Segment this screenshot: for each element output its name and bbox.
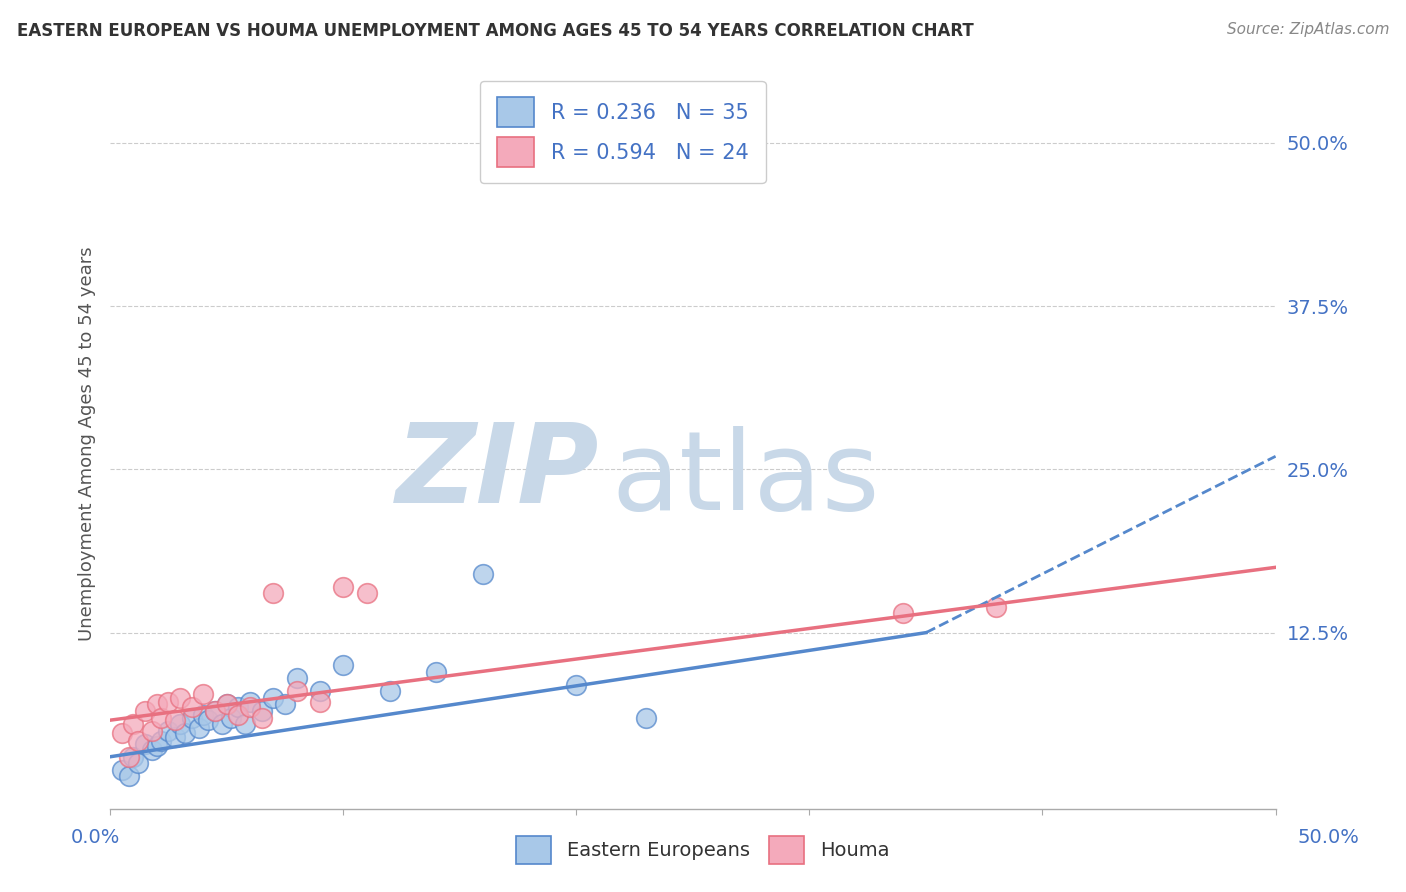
Legend: R = 0.236   N = 35, R = 0.594   N = 24: R = 0.236 N = 35, R = 0.594 N = 24 [481, 80, 766, 183]
Point [221, 710, 243, 724]
Y-axis label: Unemployment Among Ages 45 to 54 years: Unemployment Among Ages 45 to 54 years [79, 246, 96, 640]
Text: 0.0%: 0.0% [70, 828, 121, 847]
Point [204, 704, 226, 718]
Point [197, 713, 219, 727]
Point [215, 698, 238, 712]
Point [228, 700, 250, 714]
Point [274, 698, 297, 712]
Point [127, 734, 149, 748]
Point [425, 665, 447, 679]
Point [228, 708, 250, 723]
Point [193, 708, 215, 723]
Point [169, 717, 191, 731]
Point [636, 710, 658, 724]
Point [378, 684, 401, 698]
Point [150, 710, 173, 724]
Point [309, 695, 332, 709]
Point [239, 695, 262, 709]
Point [165, 730, 187, 744]
Point [262, 690, 284, 705]
Point [250, 704, 273, 718]
Point [180, 700, 202, 714]
Point [146, 698, 169, 712]
Legend: Eastern Europeans, Houma: Eastern Europeans, Houma [506, 826, 900, 873]
Point [165, 713, 187, 727]
Point [187, 721, 209, 735]
Point [127, 756, 149, 771]
Point [612, 149, 634, 163]
Point [250, 710, 273, 724]
Text: Source: ZipAtlas.com: Source: ZipAtlas.com [1226, 22, 1389, 37]
Point [235, 717, 257, 731]
Text: ZIP: ZIP [396, 419, 599, 526]
Point [111, 726, 134, 740]
Point [157, 723, 180, 738]
Point [118, 749, 141, 764]
Point [141, 743, 163, 757]
Point [134, 737, 156, 751]
Point [204, 704, 226, 718]
Point [285, 672, 308, 686]
Point [332, 658, 354, 673]
Text: EASTERN EUROPEAN VS HOUMA UNEMPLOYMENT AMONG AGES 45 TO 54 YEARS CORRELATION CHA: EASTERN EUROPEAN VS HOUMA UNEMPLOYMENT A… [17, 22, 973, 40]
Point [173, 726, 195, 740]
Point [565, 678, 588, 692]
Point [891, 606, 914, 620]
Point [122, 717, 145, 731]
Point [356, 586, 378, 600]
Point [332, 580, 354, 594]
Point [285, 684, 308, 698]
Point [122, 749, 145, 764]
Text: 50.0%: 50.0% [1298, 828, 1360, 847]
Point [211, 717, 233, 731]
Point [146, 739, 169, 754]
Point [239, 700, 262, 714]
Point [118, 769, 141, 783]
Point [215, 698, 238, 712]
Point [134, 704, 156, 718]
Point [157, 695, 180, 709]
Point [984, 599, 1007, 614]
Point [169, 690, 191, 705]
Point [193, 687, 215, 701]
Point [262, 586, 284, 600]
Point [141, 723, 163, 738]
Point [472, 566, 495, 581]
Point [180, 710, 202, 724]
Text: atlas: atlas [612, 426, 880, 533]
Point [150, 734, 173, 748]
Point [111, 763, 134, 777]
Point [309, 684, 332, 698]
